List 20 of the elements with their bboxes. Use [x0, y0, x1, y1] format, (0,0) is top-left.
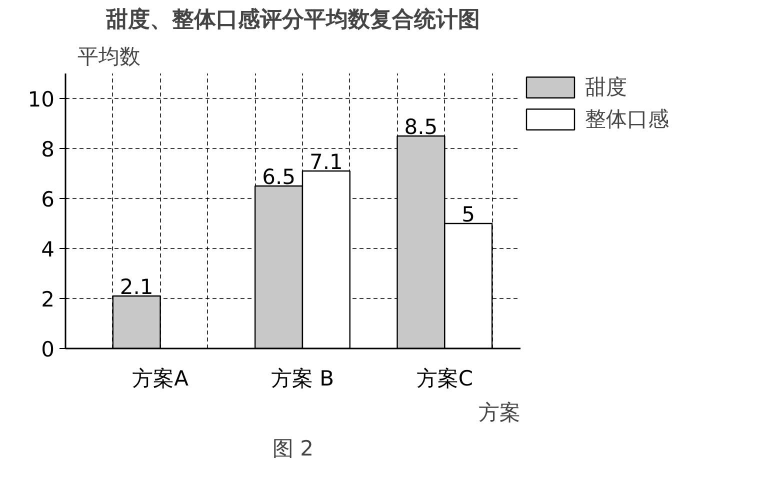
chart-title: 甜度、整体口感评分平均数复合统计图 [105, 6, 480, 32]
data-label: 6.5 [262, 165, 296, 189]
legend-label: 甜度 [585, 74, 627, 101]
x-tick-label: 方案C [416, 366, 474, 390]
y-axis-title: 平均数 [78, 44, 140, 68]
x-axis-title: 方案 [478, 400, 520, 424]
data-label: 2.1 [120, 275, 154, 299]
legend-label: 整体口感 [585, 106, 669, 133]
y-tick-label: 6 [41, 188, 55, 212]
caption: 图 2 [272, 436, 314, 460]
data-label: 7.1 [309, 150, 343, 174]
data-label: 8.5 [404, 115, 438, 139]
data-label: 5 [462, 202, 476, 226]
y-tick-label: 2 [41, 288, 55, 312]
x-tick-label: 方案 B [270, 366, 334, 390]
y-tick-label: 4 [41, 238, 55, 262]
y-tick-label: 0 [41, 338, 55, 362]
x-tick-label: 方案A [132, 366, 190, 390]
y-tick-label: 10 [28, 88, 55, 112]
y-tick-label: 8 [41, 138, 55, 162]
